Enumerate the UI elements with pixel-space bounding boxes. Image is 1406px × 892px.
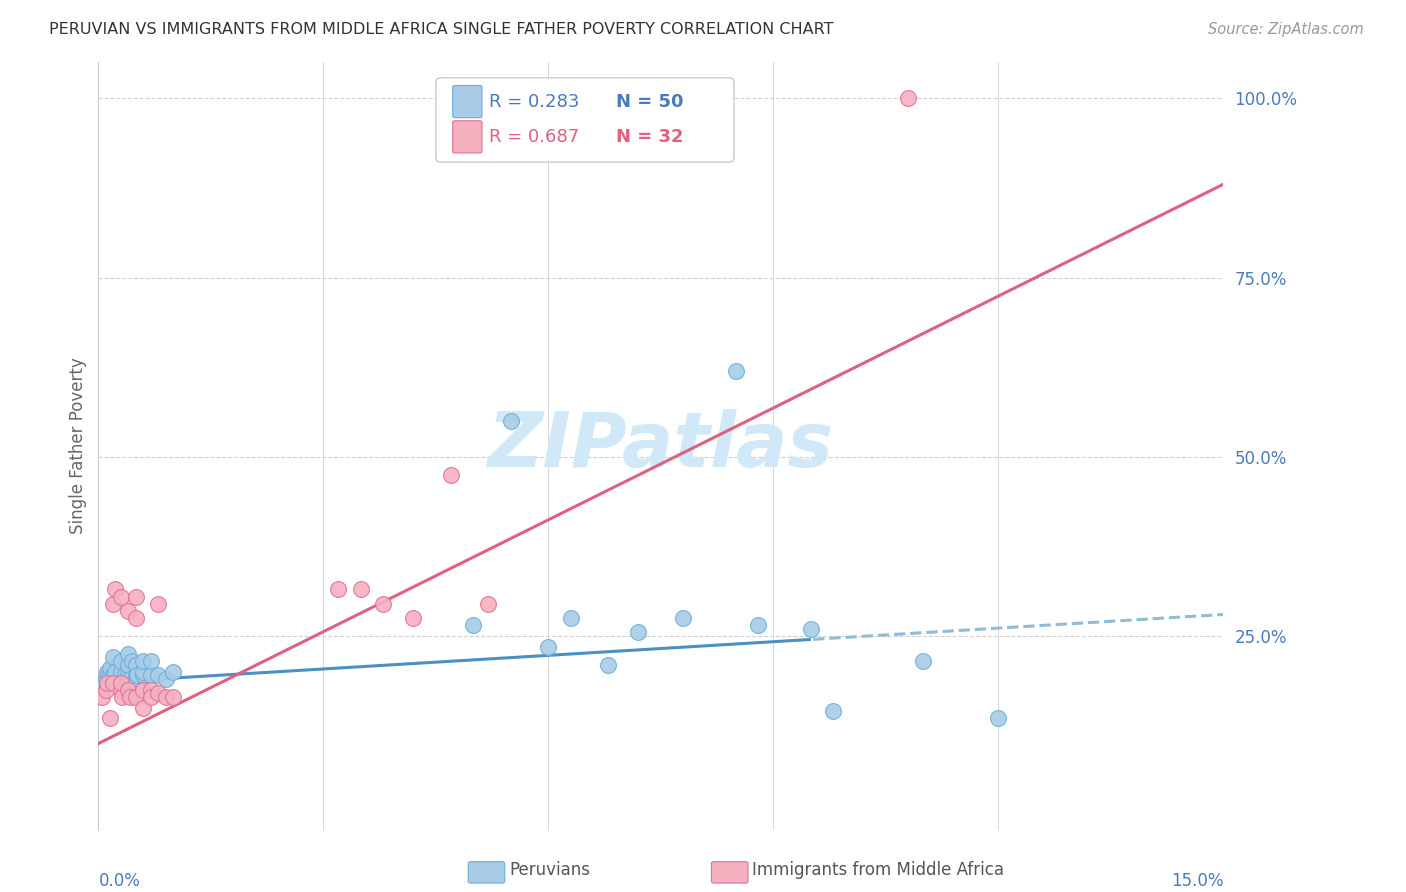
Point	[132, 654, 155, 668]
Point	[139, 690, 162, 704]
Point	[127, 668, 149, 682]
Point	[148, 597, 170, 611]
Point	[114, 668, 136, 682]
Point	[440, 467, 463, 482]
Point	[598, 657, 620, 672]
Point	[117, 657, 139, 672]
Text: Peruvians: Peruvians	[509, 861, 591, 879]
Point	[477, 597, 499, 611]
Point	[118, 690, 141, 704]
Point	[672, 611, 695, 625]
Point	[96, 675, 118, 690]
Text: Immigrants from Middle Africa: Immigrants from Middle Africa	[752, 861, 1004, 879]
Point	[125, 590, 148, 604]
Point	[155, 690, 177, 704]
FancyBboxPatch shape	[453, 86, 482, 118]
Point	[139, 668, 162, 682]
Text: 0.0%: 0.0%	[98, 871, 141, 889]
Point	[117, 675, 139, 690]
Point	[117, 604, 139, 618]
Point	[111, 675, 134, 690]
Point	[350, 582, 373, 597]
Point	[91, 690, 114, 704]
Point	[100, 661, 122, 675]
Point	[103, 597, 125, 611]
Point	[125, 611, 148, 625]
Text: 15.0%: 15.0%	[1171, 871, 1223, 889]
Point	[91, 675, 114, 690]
Point	[125, 675, 148, 690]
Point	[110, 682, 132, 697]
Text: R = 0.283: R = 0.283	[489, 93, 579, 111]
Point	[110, 654, 132, 668]
Point	[162, 665, 184, 679]
Point	[104, 582, 127, 597]
Point	[98, 668, 121, 682]
Point	[110, 668, 132, 682]
Point	[117, 668, 139, 682]
Point	[139, 682, 162, 697]
Point	[155, 672, 177, 686]
Point	[897, 91, 920, 105]
Point	[132, 682, 155, 697]
Point	[373, 597, 395, 611]
Point	[823, 704, 845, 718]
Point	[132, 700, 155, 714]
Point	[98, 675, 121, 690]
Point	[94, 672, 117, 686]
Point	[800, 622, 823, 636]
Point	[560, 611, 582, 625]
Text: N = 32: N = 32	[616, 128, 683, 146]
Text: ZIPatlas: ZIPatlas	[488, 409, 834, 483]
Point	[463, 618, 485, 632]
Point	[110, 590, 132, 604]
Point	[987, 711, 1010, 725]
Point	[101, 672, 124, 686]
Point	[139, 654, 162, 668]
Point	[125, 668, 148, 682]
Point	[499, 414, 522, 428]
Point	[627, 625, 650, 640]
Point	[328, 582, 350, 597]
Y-axis label: Single Father Poverty: Single Father Poverty	[69, 358, 87, 534]
Point	[103, 668, 125, 682]
Point	[132, 668, 155, 682]
Text: PERUVIAN VS IMMIGRANTS FROM MIDDLE AFRICA SINGLE FATHER POVERTY CORRELATION CHAR: PERUVIAN VS IMMIGRANTS FROM MIDDLE AFRIC…	[49, 22, 834, 37]
Point	[96, 665, 118, 679]
Point	[537, 640, 560, 654]
Text: N = 50: N = 50	[616, 93, 683, 111]
Point	[94, 682, 117, 697]
FancyBboxPatch shape	[436, 78, 734, 162]
Point	[110, 665, 132, 679]
Point	[148, 686, 170, 700]
Text: Source: ZipAtlas.com: Source: ZipAtlas.com	[1208, 22, 1364, 37]
Point	[110, 675, 132, 690]
Point	[724, 364, 747, 378]
Point	[111, 690, 134, 704]
Point	[118, 672, 141, 686]
Point	[121, 654, 143, 668]
Point	[97, 668, 120, 682]
Point	[98, 711, 121, 725]
Point	[105, 675, 128, 690]
Point	[132, 665, 155, 679]
Point	[103, 650, 125, 665]
Point	[125, 657, 148, 672]
Point	[912, 654, 935, 668]
Point	[104, 665, 127, 679]
Point	[117, 647, 139, 661]
Point	[148, 668, 170, 682]
Text: R = 0.687: R = 0.687	[489, 128, 579, 146]
Point	[747, 618, 769, 632]
Point	[117, 682, 139, 697]
Point	[103, 675, 125, 690]
Point	[125, 690, 148, 704]
FancyBboxPatch shape	[453, 120, 482, 153]
Point	[402, 611, 425, 625]
Point	[103, 675, 125, 690]
Point	[162, 690, 184, 704]
Point	[110, 675, 132, 690]
